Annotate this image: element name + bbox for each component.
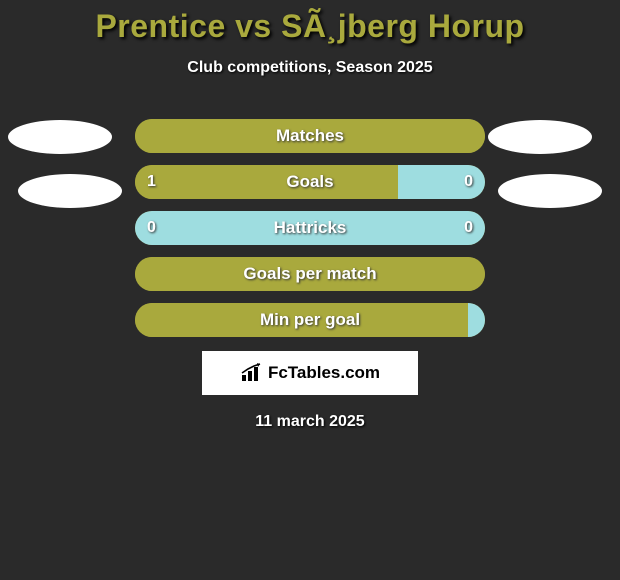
stat-bar: Hattricks00 [135,211,485,245]
bar-fill-left [135,165,398,199]
bar-fill-right [468,303,486,337]
bar-value-left: 1 [147,165,156,199]
bar-fill-left [135,119,485,153]
bar-value-left: 0 [147,211,156,245]
date-line: 11 march 2025 [255,413,364,431]
stat-bar: Min per goal [135,303,485,337]
stat-bar: Goals per match [135,257,485,291]
subtitle: Club competitions, Season 2025 [187,59,432,77]
stat-rows: MatchesGoals10Hattricks00Goals per match… [135,119,485,337]
bar-value-right: 0 [464,165,473,199]
side-ellipse-left [18,174,122,208]
bar-value-right: 0 [464,211,473,245]
page-title: Prentice vs SÃ¸jberg Horup [95,8,524,45]
bar-fill-left [135,303,468,337]
stat-bar: Matches [135,119,485,153]
bar-fill-right [135,211,485,245]
side-ellipse-right [498,174,602,208]
logo-box: FcTables.com [202,351,418,395]
bar-fill-left [135,257,485,291]
comparison-infographic: Prentice vs SÃ¸jberg Horup Club competit… [0,0,620,431]
side-ellipse-left [8,120,112,154]
logo-text: FcTables.com [268,363,380,383]
stat-bar: Goals10 [135,165,485,199]
side-ellipse-right [488,120,592,154]
fctables-icon [240,363,264,383]
